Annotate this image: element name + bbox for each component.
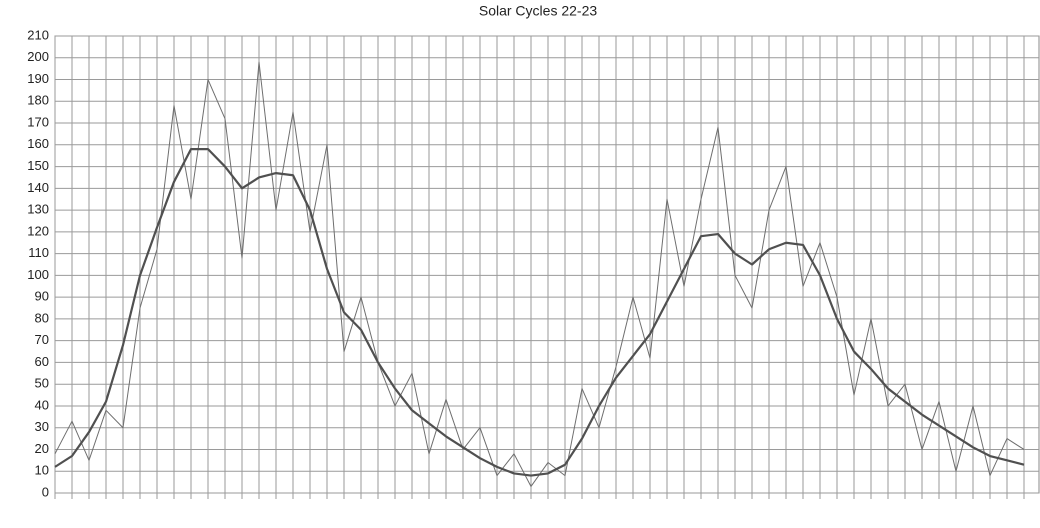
y-tick-label: 100 <box>27 267 49 282</box>
y-tick-label: 110 <box>28 245 49 260</box>
y-tick-label: 200 <box>27 49 49 64</box>
plot-area <box>54 35 1040 494</box>
y-tick-label: 160 <box>27 136 49 151</box>
y-tick-label: 50 <box>35 376 49 391</box>
y-tick-label: 190 <box>27 71 49 86</box>
y-tick-label: 140 <box>27 180 49 195</box>
y-tick-label: 40 <box>35 397 49 412</box>
y-tick-label: 150 <box>27 158 49 173</box>
y-tick-label: 90 <box>35 289 49 304</box>
y-tick-label: 170 <box>27 114 49 129</box>
y-tick-label: 10 <box>35 463 49 478</box>
y-tick-label: 130 <box>27 202 49 217</box>
y-tick-label: 180 <box>27 93 49 108</box>
y-tick-label: 30 <box>35 419 49 434</box>
y-tick-label: 0 <box>42 484 49 499</box>
y-tick-label: 80 <box>35 310 49 325</box>
chart-title: Solar Cycles 22-23 <box>479 3 597 19</box>
y-tick-label: 70 <box>35 332 49 347</box>
y-tick-label: 120 <box>27 223 49 238</box>
y-tick-label: 60 <box>35 354 49 369</box>
y-tick-label: 210 <box>27 27 49 42</box>
y-tick-label: 20 <box>35 441 49 456</box>
data-line <box>54 148 1025 477</box>
